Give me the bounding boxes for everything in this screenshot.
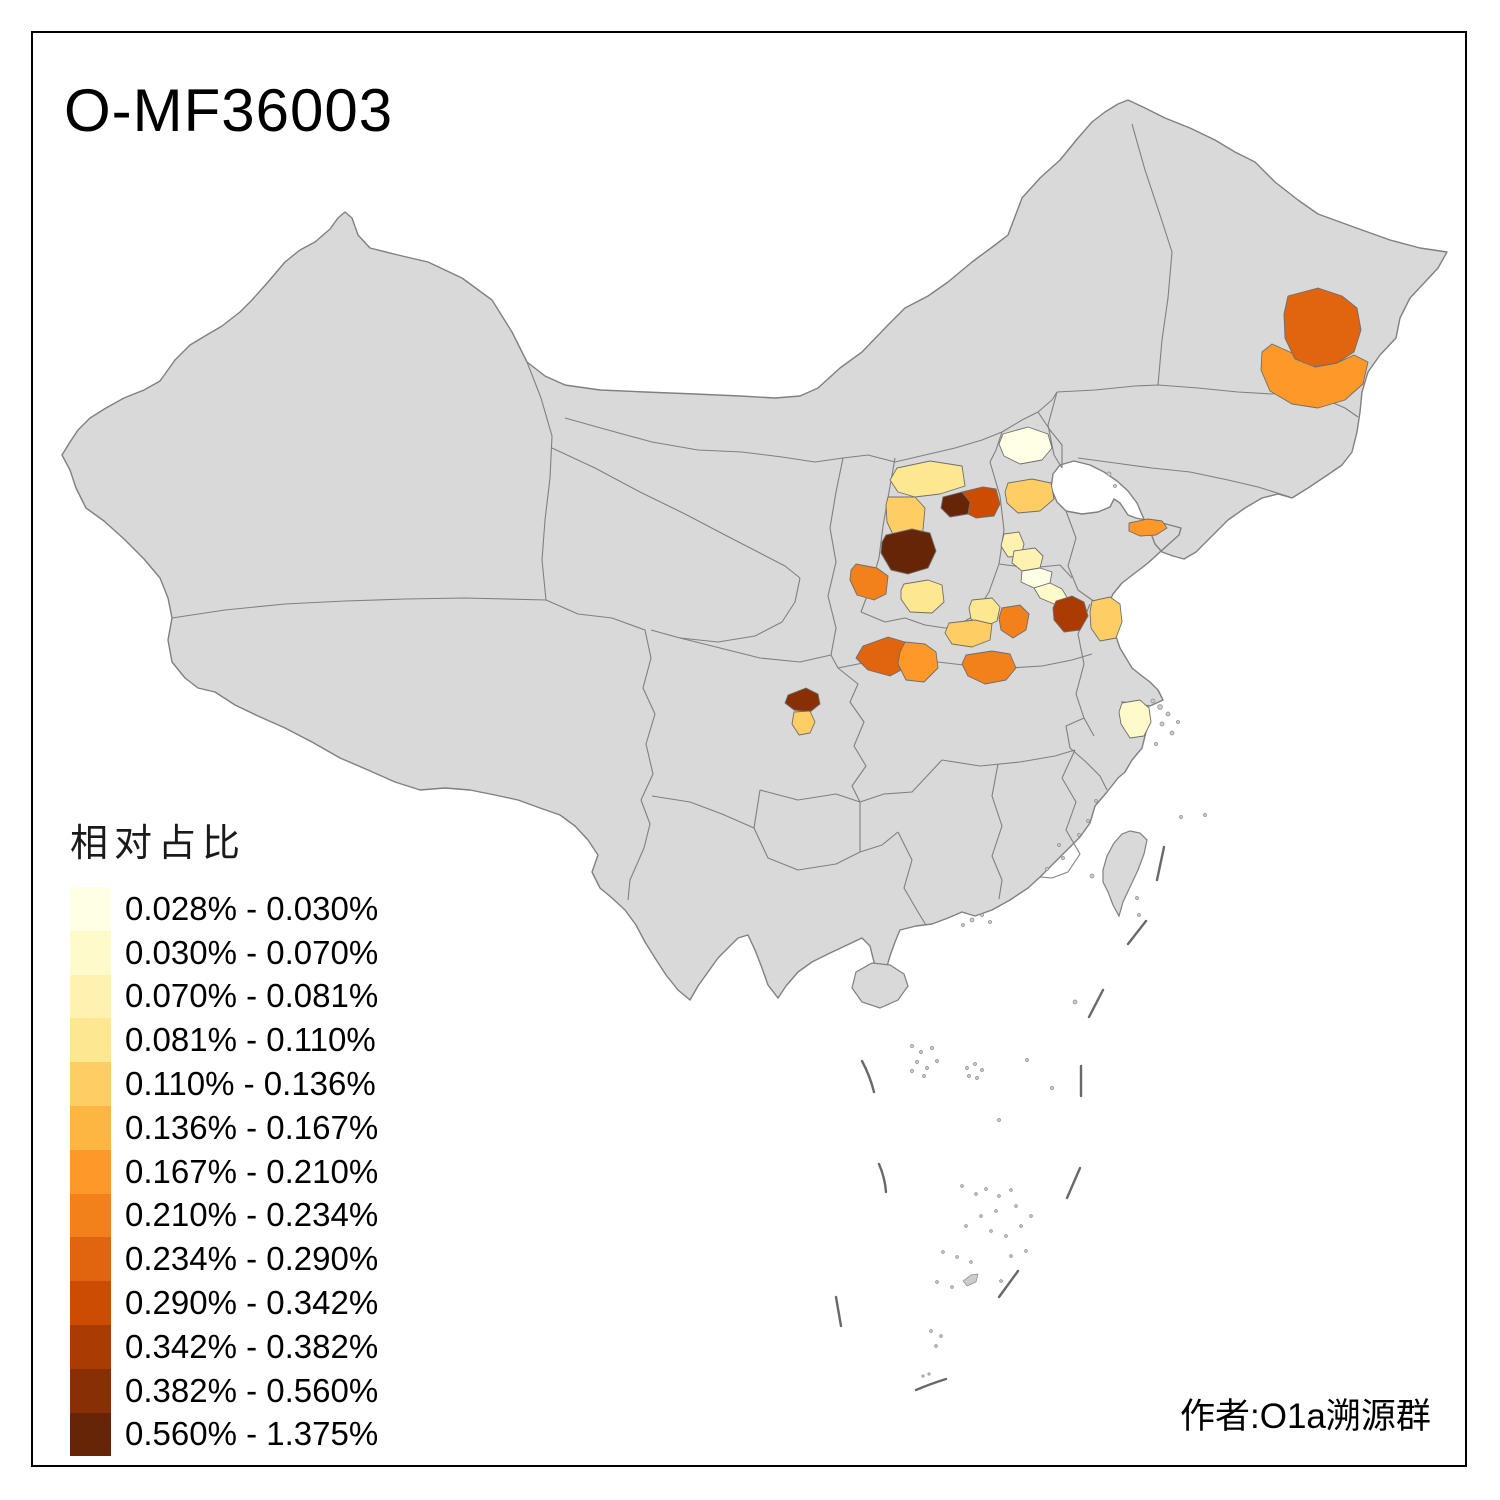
legend-swatch	[70, 1324, 111, 1369]
province-borders	[171, 123, 1359, 926]
legend-swatch	[70, 1237, 111, 1282]
legend-label: 0.081% - 0.110%	[125, 1021, 376, 1059]
map-region	[1052, 595, 1089, 633]
legend-label: 0.234% - 0.290%	[125, 1240, 379, 1278]
map-region	[998, 604, 1030, 639]
legend-row: 0.210% - 0.234%	[70, 1193, 379, 1238]
map-region	[784, 687, 821, 713]
legend-swatch	[70, 974, 111, 1019]
legend-swatch	[70, 1149, 111, 1194]
legend-label: 0.342% - 0.382%	[125, 1327, 379, 1365]
legend-row: 0.070% - 0.081%	[70, 974, 379, 1019]
map-region	[889, 460, 966, 498]
map-region	[940, 491, 971, 518]
legend-swatch	[70, 887, 111, 931]
legend-label: 0.290% - 0.342%	[125, 1284, 379, 1322]
map-region	[998, 426, 1053, 465]
legend-swatch	[70, 1281, 111, 1325]
choropleth-regions	[784, 287, 1369, 739]
legend-swatch	[70, 1018, 111, 1063]
legend-row: 0.167% - 0.210%	[70, 1149, 379, 1194]
map-region	[944, 619, 993, 648]
legend-row: 0.234% - 0.290%	[70, 1237, 379, 1282]
legend-swatch	[70, 1193, 111, 1238]
legend-swatch	[70, 930, 111, 975]
nine-dash-line	[834, 845, 1166, 1392]
page-title: O-MF36003	[64, 77, 394, 144]
legend-swatch	[70, 1105, 111, 1150]
legend-label: 0.167% - 0.210%	[125, 1152, 379, 1190]
map-region	[900, 579, 945, 614]
legend-row: 0.290% - 0.342%	[70, 1281, 378, 1325]
legend-label: 0.382% - 0.560%	[125, 1371, 379, 1409]
legend-swatch	[70, 1368, 111, 1413]
legend-row: 0.030% - 0.070%	[70, 930, 379, 975]
legend-label: 0.028% - 0.030%	[125, 889, 379, 927]
small-islands	[910, 471, 1207, 1378]
legend-label: 0.210% - 0.234%	[125, 1196, 379, 1234]
hainan-island	[851, 962, 909, 1009]
legend-title: 相对占比	[70, 823, 247, 865]
map-region	[791, 710, 816, 736]
map-region	[897, 641, 939, 683]
legend-row: 0.382% - 0.560%	[70, 1368, 379, 1413]
taiwan-island	[1102, 830, 1148, 918]
map-region	[1004, 478, 1055, 514]
legend-label: 0.030% - 0.070%	[125, 933, 379, 971]
legend: 相对占比 0.028% - 0.030% 0.030% - 0.070% 0.070…	[70, 812, 379, 1457]
legend-label: 0.110% - 0.136%	[125, 1065, 376, 1103]
legend-swatch	[70, 1062, 111, 1106]
legend-row: 0.110% - 0.136%	[70, 1062, 378, 1106]
attribution-text: 作者:O1a溯源群	[1180, 1397, 1431, 1436]
map-region	[1089, 596, 1123, 642]
legend-swatch	[70, 1412, 111, 1457]
legend-rows: 0.028% - 0.030% 0.030% - 0.070% 0.070% - 0…	[70, 887, 379, 1457]
map-region	[961, 650, 1017, 685]
legend-label: 0.560% - 1.375%	[125, 1415, 379, 1453]
map-region	[1118, 699, 1152, 739]
legend-label: 0.136% - 0.167%	[125, 1108, 379, 1146]
map-region	[880, 528, 937, 575]
legend-label: 0.070% - 0.081%	[125, 977, 379, 1015]
legend-row: 0.342% - 0.382%	[70, 1324, 379, 1369]
legend-row: 0.560% - 1.375%	[70, 1412, 379, 1457]
map-region	[849, 563, 889, 601]
legend-row: 0.081% - 0.110%	[70, 1018, 378, 1063]
legend-row: 0.028% - 0.030%	[70, 887, 378, 931]
map-region	[1283, 287, 1362, 368]
legend-row: 0.136% - 0.167%	[70, 1105, 379, 1150]
map-region	[1128, 518, 1168, 537]
